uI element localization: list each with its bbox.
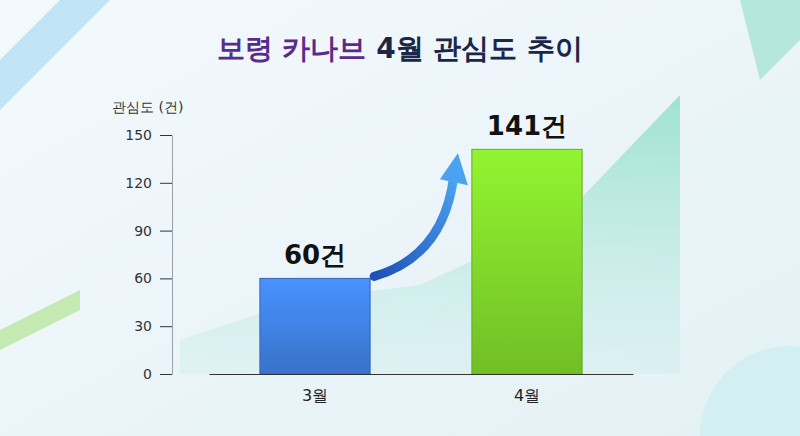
y-tick-label: 90 (134, 223, 152, 239)
y-tick-mark (160, 183, 172, 184)
decor-shape (740, 0, 800, 80)
y-tick-label: 60 (134, 270, 152, 286)
trend-arrow-head (440, 153, 468, 185)
bars (260, 149, 582, 374)
y-tick-mark (160, 135, 172, 136)
x-tick-label: 4월 (514, 386, 540, 405)
x-tick: 3월 (302, 374, 328, 405)
y-tick: 0 (143, 366, 172, 382)
y-tick: 90 (134, 223, 172, 239)
y-axis-line (172, 136, 173, 375)
y-tick: 120 (125, 175, 172, 191)
data-labels: 60건 141건 (284, 111, 567, 270)
data-label: 60건 (284, 240, 346, 270)
y-tick: 60 (134, 270, 172, 286)
chart: 보령 카나브 4월 관심도 추이관심도 (건) 0 30 60 90 120 150 3월 4월… (0, 0, 800, 436)
decor-circle (700, 346, 800, 436)
y-tick-label: 30 (134, 318, 152, 334)
y-axis-title: 관심도 (건) (112, 99, 183, 115)
title-part: 보령 카나브 (217, 32, 367, 65)
y-tick-label: 150 (125, 127, 152, 143)
background (0, 0, 800, 436)
trend-arrow (374, 175, 454, 276)
x-tick-label: 3월 (302, 386, 328, 405)
y-tick-label: 120 (125, 175, 152, 191)
y-tick-label: 0 (143, 366, 152, 382)
y-tick-mark (160, 278, 172, 279)
decor-shape (0, 0, 110, 110)
y-axis: 0 30 60 90 120 150 (125, 127, 172, 382)
y-tick-mark (160, 374, 172, 375)
x-axis: 3월 4월 (210, 374, 634, 405)
x-axis-line (210, 374, 634, 375)
bar (260, 278, 370, 374)
y-tick: 150 (125, 127, 172, 143)
bar (472, 149, 582, 374)
decor-shape (0, 290, 80, 350)
y-tick: 30 (134, 318, 172, 334)
data-label: 141건 (487, 111, 567, 141)
x-tick: 4월 (514, 374, 540, 405)
title: 보령 카나브 4월 관심도 추이 (217, 32, 583, 65)
y-tick-mark (160, 231, 172, 232)
y-tick-mark (160, 326, 172, 327)
title-part: 4월 관심도 추이 (367, 32, 584, 65)
decor-area (180, 95, 680, 374)
